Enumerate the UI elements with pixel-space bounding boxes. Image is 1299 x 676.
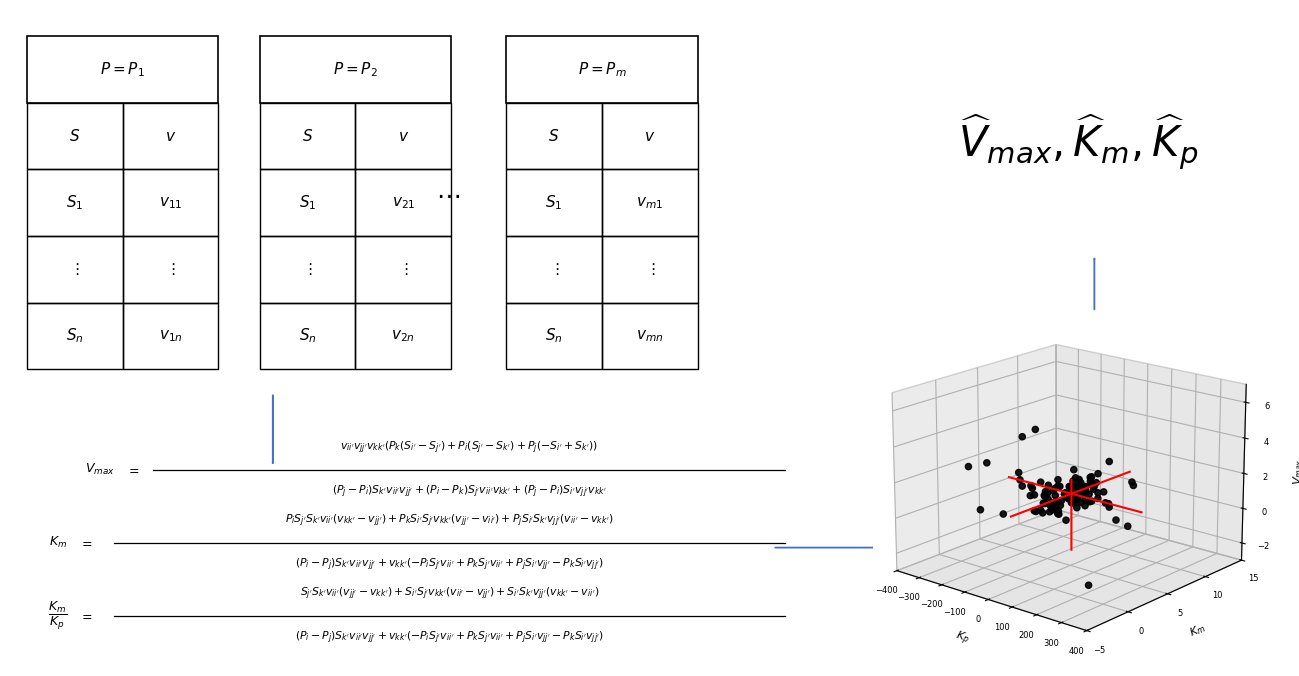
FancyArrowPatch shape	[776, 547, 874, 548]
Text: $V_{max}$: $V_{max}$	[84, 462, 114, 477]
Bar	[260, 170, 356, 236]
Text: $v_{1n}$: $v_{1n}$	[158, 329, 182, 344]
Bar	[507, 303, 601, 369]
Bar	[122, 236, 218, 303]
Bar	[601, 236, 698, 303]
Text: $S_n$: $S_n$	[66, 327, 83, 345]
X-axis label: $K_p$: $K_p$	[953, 628, 972, 648]
Text: $\vdots$: $\vdots$	[303, 262, 313, 277]
Text: $v$: $v$	[397, 128, 409, 144]
Bar	[260, 303, 356, 369]
Text: $v_{mn}$: $v_{mn}$	[637, 329, 664, 344]
Bar	[601, 170, 698, 236]
Text: $P = P_2$: $P = P_2$	[333, 60, 378, 79]
Bar	[260, 37, 451, 103]
Bar	[122, 303, 218, 369]
Bar	[27, 170, 122, 236]
Text: $v_{11}$: $v_{11}$	[158, 195, 182, 211]
Text: $S$: $S$	[69, 128, 81, 144]
Bar	[27, 37, 218, 103]
Text: $S_n$: $S_n$	[546, 327, 562, 345]
Bar	[27, 236, 122, 303]
Text: $S_1$: $S_1$	[299, 193, 316, 212]
Text: $\cdots$: $\cdots$	[436, 183, 460, 208]
Bar	[507, 236, 601, 303]
Text: $S_n$: $S_n$	[299, 327, 317, 345]
Bar	[27, 103, 122, 170]
Bar	[356, 236, 451, 303]
Bar	[27, 303, 122, 369]
Bar	[122, 103, 218, 170]
Bar	[356, 303, 451, 369]
Bar	[260, 103, 356, 170]
Bar	[601, 103, 698, 170]
Text: $S_1$: $S_1$	[66, 193, 83, 212]
Bar	[356, 170, 451, 236]
Text: $v_{2n}$: $v_{2n}$	[391, 329, 416, 344]
Bar	[601, 303, 698, 369]
Text: $=$: $=$	[126, 463, 140, 476]
Text: $P_i S_{j'} S_{k'} v_{ii'}(v_{kk'} - v_{jj'}) + P_k S_{i'} S_{j'} v_{kk'}(v_{jj': $P_i S_{j'} S_{k'} v_{ii'}(v_{kk'} - v_{…	[286, 512, 613, 529]
Text: $\vdots$: $\vdots$	[549, 262, 560, 277]
Text: $S$: $S$	[548, 128, 560, 144]
Text: $v$: $v$	[165, 128, 177, 144]
Text: $P = P_1$: $P = P_1$	[100, 60, 145, 79]
Text: $\widehat{V}_{max}, \widehat{K}_m, \widehat{K}_p$: $\widehat{V}_{max}, \widehat{K}_m, \wide…	[959, 113, 1198, 171]
Text: $=$: $=$	[79, 536, 94, 549]
Text: $\vdots$: $\vdots$	[165, 262, 175, 277]
Text: $=$: $=$	[79, 609, 94, 622]
Bar	[260, 236, 356, 303]
Bar	[507, 170, 601, 236]
Text: $v_{ii'} v_{jj'} v_{kk'}(P_k(S_{i'} - S_{j'}) + P_i(S_{j'} - S_{k'}) + P_j(-S_{i: $v_{ii'} v_{jj'} v_{kk'}(P_k(S_{i'} - S_…	[340, 439, 598, 456]
Text: $(P_j - P_i)S_{k'} v_{ii'} v_{jj'} + (P_i - P_k)S_{j'} v_{ii'} v_{kk'} + (P_j - : $(P_j - P_i)S_{k'} v_{ii'} v_{jj'} + (P_…	[331, 483, 607, 500]
Bar	[122, 170, 218, 236]
Text: $(P_i - P_j)S_{k'} v_{ii'} v_{jj'} + v_{kk'}(-P_i S_{j'} v_{ii'} + P_k S_{j'} v_: $(P_i - P_j)S_{k'} v_{ii'} v_{jj'} + v_{…	[295, 629, 604, 646]
Text: $S_1$: $S_1$	[546, 193, 562, 212]
Text: $v$: $v$	[644, 128, 656, 144]
Text: $v_{m1}$: $v_{m1}$	[637, 195, 664, 211]
Bar	[507, 103, 601, 170]
Bar	[507, 37, 698, 103]
Text: $v_{21}$: $v_{21}$	[391, 195, 416, 211]
Text: $\dfrac{K_m}{K_p}$: $\dfrac{K_m}{K_p}$	[48, 600, 68, 631]
Text: $\vdots$: $\vdots$	[644, 262, 655, 277]
Text: $S_{j'} S_{k'} v_{ii'}(v_{jj'} - v_{kk'}) + S_{i'} S_{j'} v_{kk'}(v_{ii'} - v_{j: $S_{j'} S_{k'} v_{ii'}(v_{jj'} - v_{kk'}…	[300, 585, 599, 602]
Text: $P = P_m$: $P = P_m$	[578, 60, 626, 79]
Y-axis label: $K_m$: $K_m$	[1187, 621, 1208, 639]
Text: $K_m$: $K_m$	[49, 535, 68, 550]
Text: $S$: $S$	[301, 128, 313, 144]
Text: $\vdots$: $\vdots$	[399, 262, 409, 277]
Text: $(P_i - P_j)S_{k'} v_{ii'} v_{jj'} + v_{kk'}(-P_i S_{j'} v_{ii'} + P_k S_{j'} v_: $(P_i - P_j)S_{k'} v_{ii'} v_{jj'} + v_{…	[295, 556, 604, 573]
Text: $\vdots$: $\vdots$	[69, 262, 79, 277]
Bar	[356, 103, 451, 170]
